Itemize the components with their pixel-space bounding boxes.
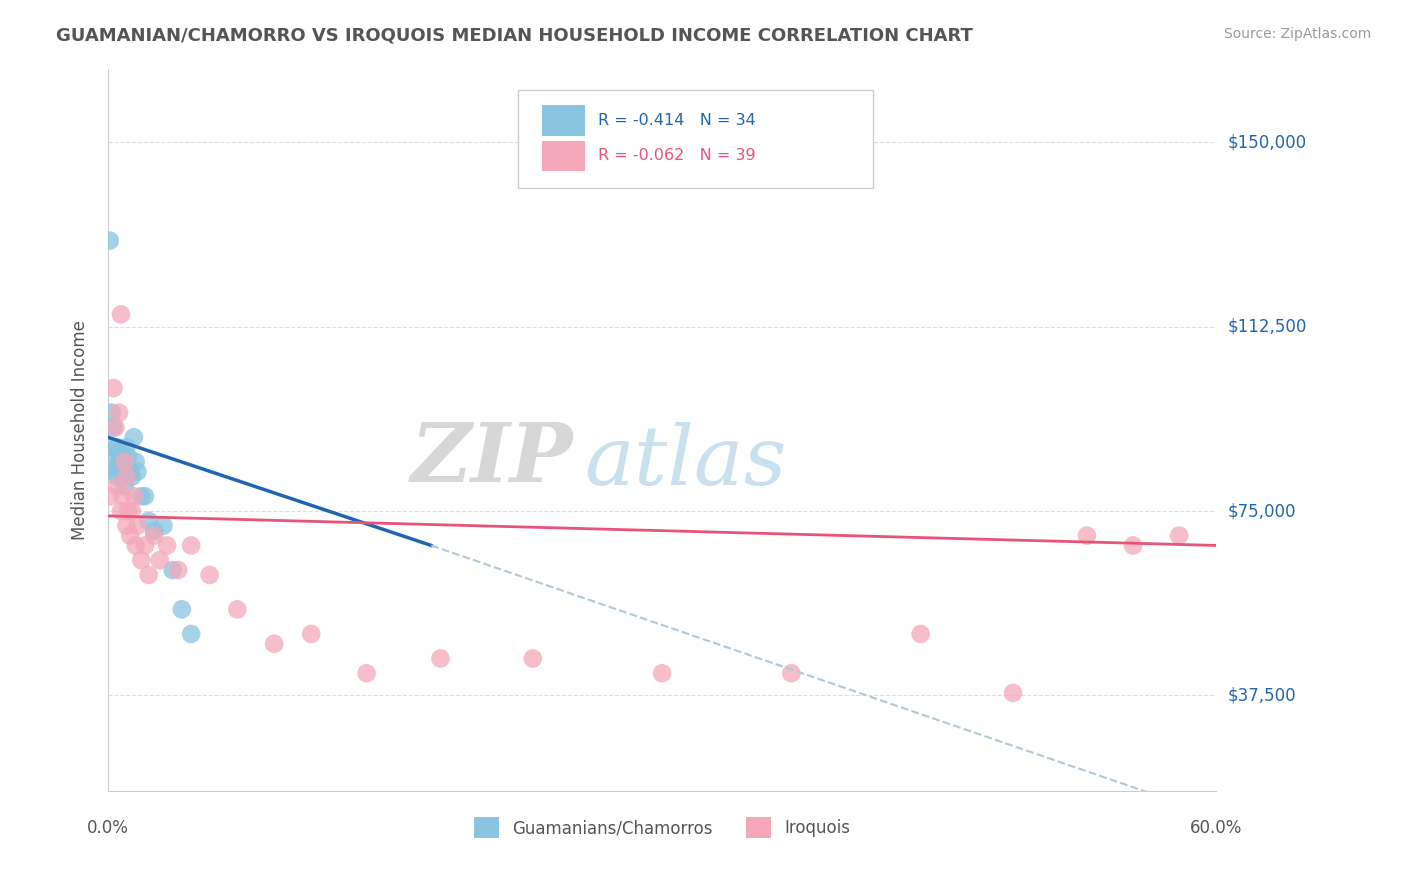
Point: [120, 465, 142, 479]
Point: [98, 489, 121, 503]
FancyBboxPatch shape: [517, 90, 873, 188]
Point: [121, 469, 143, 483]
Point: [115, 518, 138, 533]
Point: [115, 469, 138, 483]
Point: [117, 504, 139, 518]
Point: [108, 455, 131, 469]
Point: [152, 518, 174, 533]
Point: [120, 528, 142, 542]
Point: [105, 469, 128, 483]
Point: [651, 666, 673, 681]
Point: [122, 489, 145, 503]
Point: [110, 445, 132, 459]
Point: [111, 450, 134, 464]
Point: [103, 381, 125, 395]
Point: [127, 518, 149, 533]
Legend: Guamanians/Chamorros, Iroquois: Guamanians/Chamorros, Iroquois: [467, 811, 858, 845]
Point: [180, 538, 202, 552]
Point: [110, 459, 132, 474]
Point: [522, 651, 544, 665]
Point: [1076, 528, 1098, 542]
Point: [110, 307, 132, 321]
Point: [115, 459, 138, 474]
Point: [103, 440, 125, 454]
Point: [127, 465, 149, 479]
Text: R = -0.414   N = 34: R = -0.414 N = 34: [598, 113, 755, 128]
Text: atlas: atlas: [585, 423, 787, 502]
Point: [111, 489, 134, 503]
Text: $37,500: $37,500: [1227, 687, 1296, 705]
Point: [149, 553, 172, 567]
Text: $150,000: $150,000: [1227, 133, 1306, 152]
Point: [125, 538, 148, 552]
Y-axis label: Median Household Income: Median Household Income: [72, 320, 89, 540]
Point: [226, 602, 249, 616]
Point: [780, 666, 803, 681]
Point: [108, 445, 131, 459]
Text: 60.0%: 60.0%: [1189, 819, 1243, 837]
Bar: [543, 141, 585, 171]
Point: [105, 459, 128, 474]
Text: $75,000: $75,000: [1227, 502, 1296, 520]
Point: [129, 489, 152, 503]
Point: [134, 538, 156, 552]
Point: [429, 651, 451, 665]
Point: [356, 666, 378, 681]
Point: [299, 627, 322, 641]
Point: [115, 469, 138, 483]
Point: [114, 469, 136, 483]
Text: Source: ZipAtlas.com: Source: ZipAtlas.com: [1223, 27, 1371, 41]
Text: GUAMANIAN/CHAMORRO VS IROQUOIS MEDIAN HOUSEHOLD INCOME CORRELATION CHART: GUAMANIAN/CHAMORRO VS IROQUOIS MEDIAN HO…: [56, 27, 973, 45]
Point: [104, 450, 127, 464]
Point: [1168, 528, 1191, 542]
Point: [105, 479, 128, 493]
Point: [143, 528, 166, 542]
Point: [167, 563, 190, 577]
Point: [162, 563, 184, 577]
Point: [121, 504, 143, 518]
Point: [117, 450, 139, 464]
Text: 0.0%: 0.0%: [87, 819, 129, 837]
Point: [134, 489, 156, 503]
Point: [100, 406, 122, 420]
Point: [910, 627, 932, 641]
Text: ZIP: ZIP: [411, 419, 574, 499]
Point: [103, 420, 125, 434]
Point: [114, 479, 136, 493]
Point: [104, 465, 127, 479]
Point: [1122, 538, 1144, 552]
Point: [115, 440, 138, 454]
Text: $112,500: $112,500: [1227, 318, 1306, 335]
Point: [129, 553, 152, 567]
Point: [105, 440, 128, 454]
Point: [122, 430, 145, 444]
Point: [138, 568, 160, 582]
Point: [1001, 686, 1024, 700]
Text: R = -0.062   N = 39: R = -0.062 N = 39: [598, 148, 755, 163]
Point: [138, 514, 160, 528]
Point: [125, 455, 148, 469]
Point: [98, 234, 121, 248]
Point: [111, 465, 134, 479]
Point: [110, 504, 132, 518]
Point: [263, 637, 285, 651]
Bar: [543, 105, 585, 136]
Point: [170, 602, 193, 616]
Point: [198, 568, 221, 582]
Point: [143, 524, 166, 538]
Point: [156, 538, 179, 552]
Point: [108, 406, 131, 420]
Point: [104, 420, 127, 434]
Point: [180, 627, 202, 641]
Point: [114, 455, 136, 469]
